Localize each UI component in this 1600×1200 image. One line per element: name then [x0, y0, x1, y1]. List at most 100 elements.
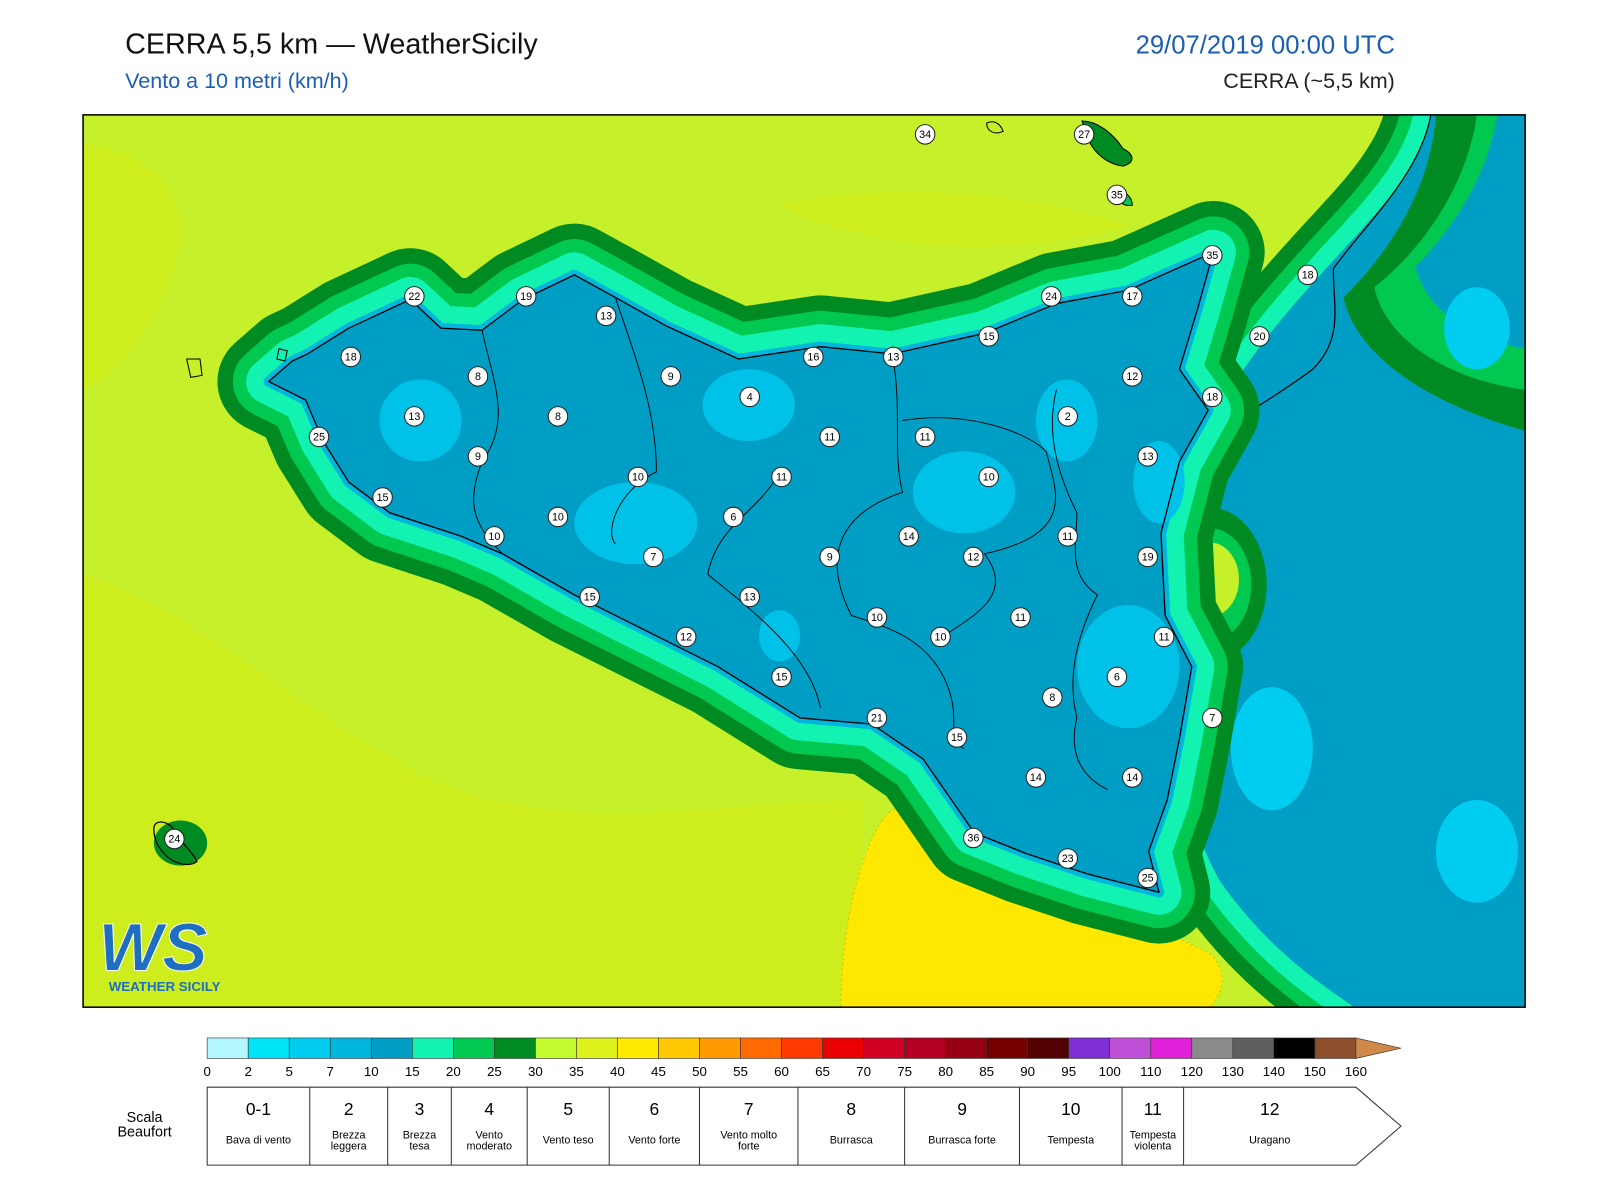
- station-value: 25: [1142, 873, 1154, 885]
- beaufort-description: Brezza leggera: [331, 1129, 367, 1152]
- colorbar-tick-label: 0: [203, 1064, 210, 1079]
- model: CERRA (~5,5 km): [1223, 69, 1395, 93]
- station-value: 11: [1015, 612, 1026, 624]
- colorbar-tick-label: 5: [286, 1064, 293, 1079]
- colorbar-bin: [1314, 1037, 1357, 1059]
- station-marker: [1010, 607, 1031, 628]
- station-marker: [1249, 326, 1270, 347]
- station-marker: [819, 546, 840, 568]
- province-border: [1051, 389, 1108, 791]
- wind-band: [268, 252, 1214, 893]
- station-value: 22: [408, 291, 420, 303]
- station-marker: [1073, 124, 1095, 145]
- colorbar-tick-label: 50: [692, 1064, 707, 1079]
- colorbar-tick-label: 100: [1099, 1064, 1121, 1079]
- station-marker: [866, 707, 888, 729]
- colorbar-tick-label: 60: [774, 1064, 789, 1079]
- station-marker: [771, 666, 792, 688]
- colorbar-bin: [370, 1037, 413, 1059]
- coastline: [1225, 114, 1432, 432]
- station-marker: [627, 466, 649, 488]
- beaufort-description: Vento teso: [543, 1135, 594, 1147]
- station-marker: [1137, 867, 1158, 889]
- beaufort-force: 7: [744, 1099, 754, 1119]
- station-marker: [898, 526, 919, 547]
- wind-zone: [912, 451, 1016, 534]
- station-value: 35: [1206, 250, 1218, 262]
- colorbar-tick-label: 90: [1020, 1064, 1035, 1079]
- colorbar-bin: [1027, 1037, 1070, 1059]
- wind-zone: [1415, 114, 1526, 349]
- beaufort-description: Brezza tesa: [403, 1129, 436, 1152]
- colorbar-bin: [1232, 1037, 1275, 1059]
- wind-zone: [1076, 605, 1180, 729]
- colorbar-tick-label: 2: [244, 1064, 251, 1079]
- station-value: 10: [871, 612, 883, 624]
- station-value: 12: [680, 632, 692, 644]
- colorbar-tick-label: 20: [446, 1064, 461, 1079]
- beaufort-force: 10: [1061, 1099, 1081, 1119]
- colorbar-bin: [904, 1037, 946, 1059]
- wind-zone: [83, 143, 181, 390]
- colorbar-tick-label: 150: [1304, 1064, 1326, 1079]
- wind-zone: [574, 482, 698, 565]
- colorbar-bin: [329, 1037, 372, 1059]
- station-value: 18: [1302, 269, 1314, 281]
- colorbar-bin: [781, 1037, 823, 1059]
- colorbar-tick-label: 120: [1181, 1064, 1203, 1079]
- province-border: [707, 471, 821, 708]
- station-value: 11: [920, 432, 931, 444]
- station-marker: [643, 546, 664, 568]
- coastline: [153, 821, 198, 865]
- coastline: [268, 251, 1214, 893]
- station-marker: [1153, 626, 1175, 648]
- station-marker: [914, 426, 936, 448]
- beaufort-force: 12: [1260, 1099, 1279, 1119]
- beaufort-description: Uragano: [1249, 1135, 1290, 1147]
- wind-zone: [1444, 287, 1510, 370]
- beaufort-description: Vento moderato: [467, 1129, 512, 1152]
- province-border: [902, 417, 1056, 637]
- station-marker: [963, 827, 984, 849]
- station-marker: [978, 326, 999, 347]
- station-marker: [404, 286, 425, 307]
- colorbar-bin: [986, 1037, 1028, 1059]
- province-border: [836, 353, 965, 750]
- colorbar-tick-label: 55: [733, 1064, 748, 1079]
- colorbar-tick-label: 140: [1263, 1064, 1285, 1079]
- wind-zone: [1230, 687, 1313, 811]
- beaufort-description: Tempesta: [1047, 1135, 1094, 1147]
- station-value: 8: [475, 371, 481, 383]
- station-value: 13: [600, 310, 612, 322]
- station-marker: [1122, 366, 1143, 387]
- station-marker: [340, 346, 362, 368]
- station-marker: [467, 446, 489, 467]
- station-value: 18: [1206, 392, 1218, 404]
- beaufort-description: Vento molto forte: [720, 1129, 777, 1152]
- beaufort-force: 6: [650, 1099, 660, 1119]
- station-value: 16: [807, 352, 819, 364]
- station-value: 15: [983, 331, 995, 343]
- colorbar-arrow: [1355, 1037, 1402, 1059]
- station-marker: [914, 124, 936, 145]
- station-value: 19: [1142, 552, 1154, 564]
- station-marker: [547, 506, 569, 528]
- beaufort-description: Bava di vento: [226, 1135, 291, 1147]
- island: [276, 348, 288, 362]
- station-value: 10: [552, 512, 564, 524]
- station-value: 25: [313, 432, 325, 444]
- station-value: 11: [824, 432, 835, 444]
- station-value: 20: [1254, 331, 1266, 343]
- colorbar-bin: [535, 1037, 577, 1059]
- station-value: 13: [887, 352, 899, 364]
- station-marker: [372, 487, 393, 508]
- colorbar-bin: [822, 1037, 864, 1059]
- station-marker: [963, 546, 984, 568]
- station-value: 34: [919, 129, 931, 141]
- station-value: 9: [668, 371, 674, 383]
- station-marker: [484, 526, 505, 547]
- colorbar: 0 2 5 7 10 15 20 25 30 35 40 45 50 55 60 65 70 75 80 85 90 95…: [203, 1037, 1402, 1079]
